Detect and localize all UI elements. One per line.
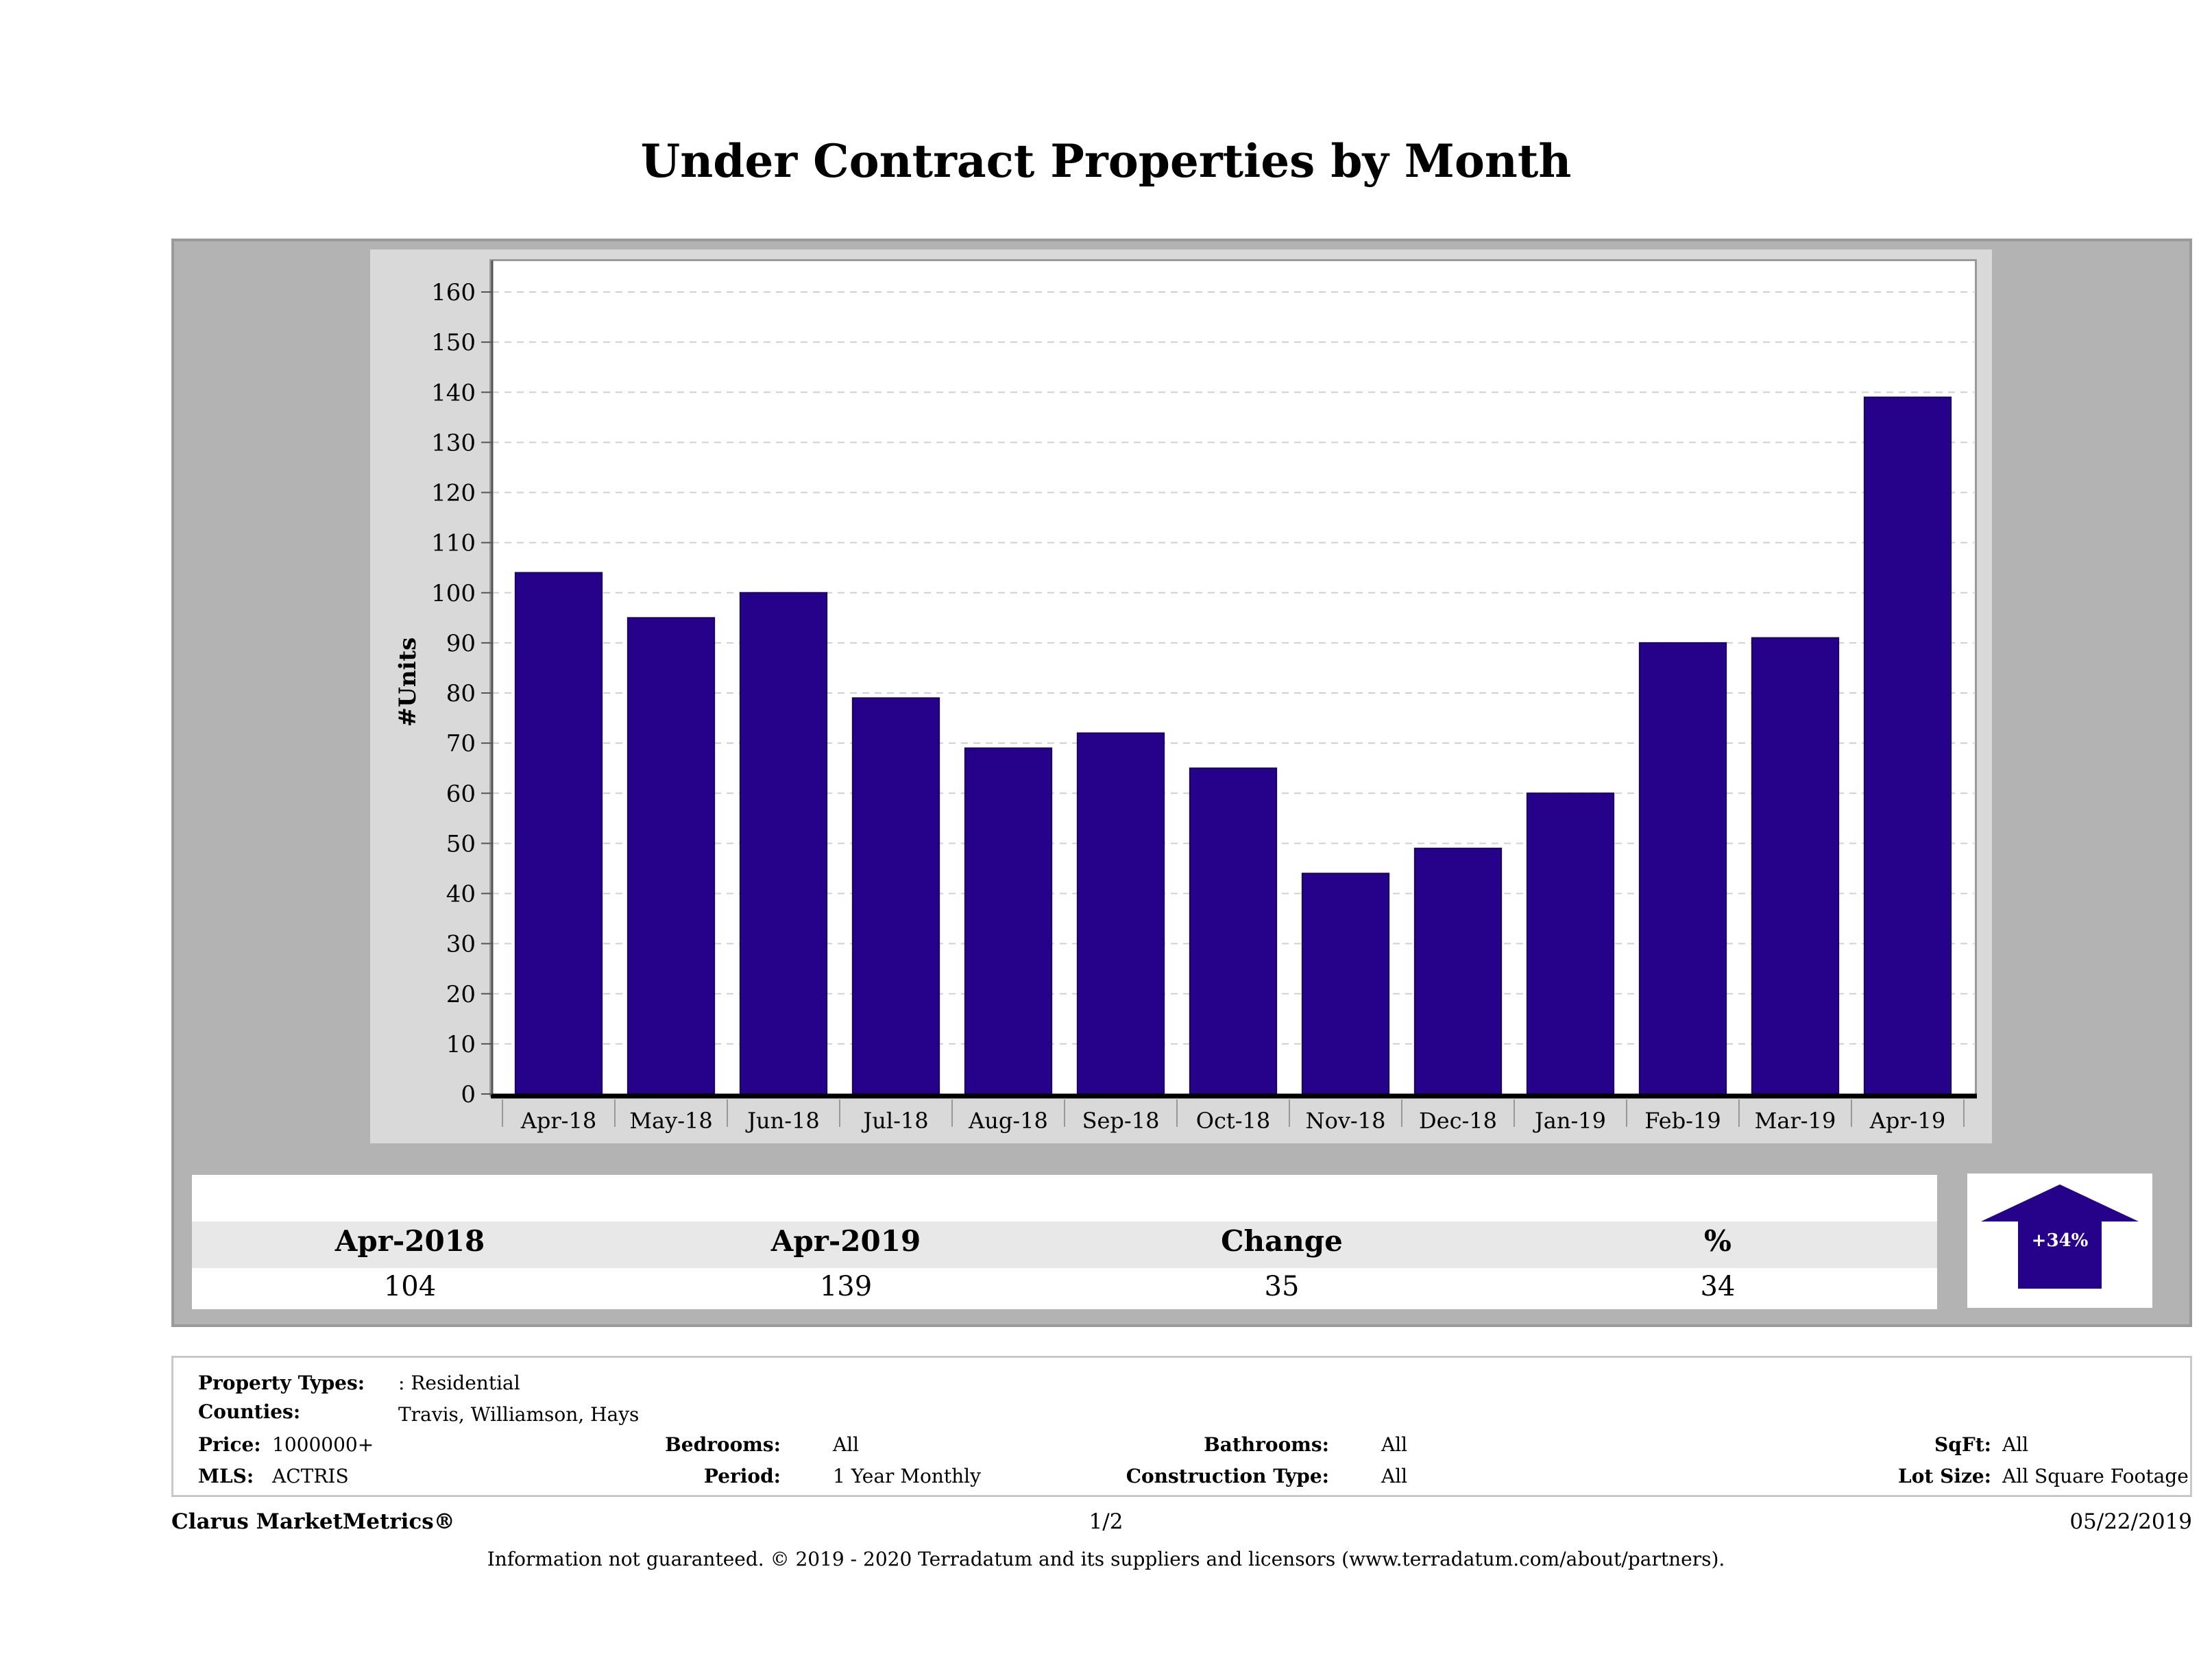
y-tick-label: 160 — [431, 279, 476, 306]
price-value: 1000000+ — [272, 1433, 374, 1456]
x-tick-label: May-18 — [629, 1108, 712, 1134]
summary-header-percent: % — [1704, 1224, 1731, 1258]
bar — [1751, 637, 1840, 1095]
period-label: Period: — [703, 1465, 781, 1487]
summary-value-apr-2018: 104 — [383, 1271, 437, 1302]
report-date: 05/22/2019 — [2069, 1509, 2192, 1534]
bar — [1526, 792, 1615, 1095]
summary-header-change: Change — [1221, 1224, 1343, 1258]
x-tick-label: Mar-19 — [1755, 1108, 1836, 1134]
counties-value: Travis, Williamson, Hays — [398, 1403, 640, 1426]
summary-table: Apr-2018 Apr-2019 Change % 104 139 35 34 — [192, 1175, 1937, 1309]
summary-value-row — [192, 1268, 1937, 1309]
x-tick-labels: Apr-18 May-18 Jun-18 Jul-18 Aug-18 Sep-18 Oct-… — [502, 1099, 1965, 1134]
price-label: Price: — [198, 1433, 261, 1456]
x-tick-label: Oct-18 — [1196, 1108, 1271, 1134]
summary-header-apr-2018: Apr-2018 — [335, 1224, 485, 1258]
bars — [514, 396, 1952, 1095]
bar — [1076, 732, 1165, 1095]
sqft-label: SqFt: — [1934, 1433, 1991, 1456]
x-tick-label: Sep-18 — [1082, 1108, 1160, 1134]
summary-value-apr-2019: 139 — [819, 1271, 873, 1302]
construction-type-label: Construction Type: — [1126, 1465, 1329, 1487]
mls-label: MLS: — [198, 1465, 254, 1487]
bar — [851, 697, 940, 1095]
y-tick-label: 110 — [431, 530, 476, 557]
page-title: Under Contract Properties by Month — [640, 134, 1572, 188]
change-badge: +34% — [1967, 1174, 2152, 1308]
criteria-panel: Property Types: : Residential Counties: … — [171, 1356, 2192, 1497]
y-tick-label: 10 — [446, 1031, 476, 1058]
x-tick-label: Nov-18 — [1306, 1108, 1386, 1134]
y-tick-label: 50 — [446, 830, 476, 858]
summary-header-apr-2019: Apr-2019 — [770, 1224, 921, 1258]
period-value: 1 Year Monthly — [833, 1465, 981, 1487]
bar-chart: 0 10 20 30 40 50 60 70 80 90 100 110 120 130 140 150 160… — [394, 260, 1977, 1134]
axes — [491, 260, 1977, 1099]
bar — [1301, 873, 1390, 1095]
y-tick-label: 100 — [431, 580, 476, 607]
y-tick-label: 70 — [446, 730, 476, 757]
y-axis-label: #Units — [394, 637, 422, 727]
change-badge-label: +34% — [2032, 1230, 2089, 1251]
x-tick-label: Jul-18 — [861, 1108, 928, 1134]
bedrooms-label: Bedrooms: — [665, 1433, 781, 1456]
bar — [627, 617, 716, 1095]
gridlines — [492, 291, 1974, 1045]
bedrooms-value: All — [833, 1433, 860, 1456]
bar — [964, 747, 1053, 1095]
bar — [1189, 767, 1278, 1095]
up-arrow-icon: +34% — [1981, 1184, 2139, 1289]
y-tick-label: 60 — [446, 780, 476, 807]
x-tick-label: Apr-18 — [520, 1108, 596, 1134]
y-tick-label: 80 — [446, 680, 476, 707]
y-tick-label: 30 — [446, 931, 476, 958]
lot-size-label: Lot Size: — [1898, 1465, 1991, 1487]
brand-name: Clarus MarketMetrics® — [171, 1509, 455, 1534]
page-number: 1/2 — [1089, 1509, 1123, 1534]
bathrooms-label: Bathrooms: — [1204, 1433, 1329, 1456]
x-tick-label: Jun-18 — [745, 1108, 820, 1134]
bar — [514, 572, 603, 1095]
bar — [1413, 847, 1503, 1095]
mls-value: ACTRIS — [272, 1465, 349, 1487]
bar — [739, 592, 828, 1095]
x-tick-label: Feb-19 — [1644, 1108, 1721, 1134]
x-tick-label: Dec-18 — [1419, 1108, 1497, 1134]
counties-label: Counties: — [198, 1400, 301, 1423]
summary-value-change: 35 — [1264, 1271, 1300, 1302]
x-tick-label: Jan-19 — [1533, 1108, 1606, 1134]
x-tick-label: Apr-19 — [1869, 1108, 1945, 1134]
y-tick-labels: 0 10 20 30 40 50 60 70 80 90 100 110 120 130 140 150 160 — [431, 279, 492, 1108]
y-tick-label: 150 — [431, 329, 476, 356]
property-types-label: Property Types: — [198, 1372, 365, 1394]
summary-header-row — [192, 1221, 1937, 1268]
sqft-value: All — [2002, 1433, 2029, 1456]
x-tick-label: Aug-18 — [968, 1108, 1048, 1134]
lot-size-value: All Square Footage — [2002, 1465, 2189, 1487]
y-tick-label: 90 — [446, 630, 476, 657]
property-types-value: : Residential — [398, 1372, 520, 1394]
y-tick-label: 130 — [431, 429, 476, 457]
summary-top-row — [192, 1175, 1937, 1221]
y-tick-label: 40 — [446, 881, 476, 908]
bar — [1863, 396, 1952, 1095]
summary-value-percent: 34 — [1700, 1271, 1736, 1302]
y-tick-label: 20 — [446, 981, 476, 1008]
bar — [1638, 642, 1727, 1095]
construction-type-value: All — [1381, 1465, 1408, 1487]
disclaimer: Information not guaranteed. © 2019 - 202… — [487, 1548, 1725, 1570]
y-tick-label: 120 — [431, 480, 476, 507]
y-tick-label: 140 — [431, 379, 476, 406]
bathrooms-value: All — [1381, 1433, 1408, 1456]
y-tick-label: 0 — [461, 1081, 476, 1108]
